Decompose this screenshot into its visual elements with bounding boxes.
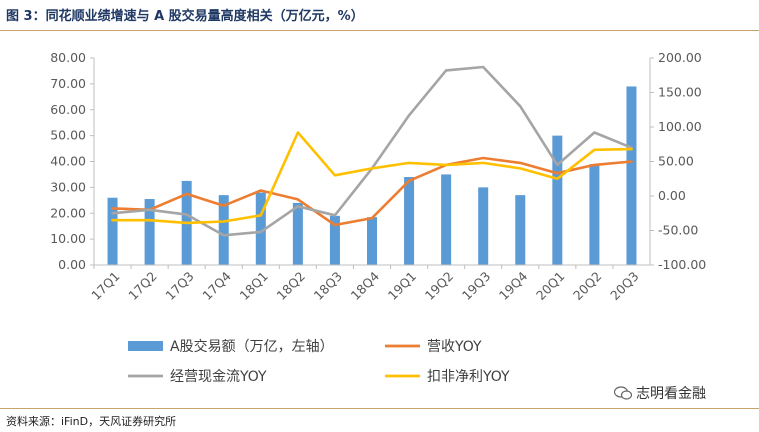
chart-legend: A股交易额（万亿，左轴） 营收YOY 经营现金流YOY 扣非净利YOY <box>128 338 510 385</box>
bar <box>107 197 118 265</box>
watermark-text: 志明看金融 <box>636 386 706 402</box>
legend-label: A股交易额（万亿，左轴） <box>170 338 334 355</box>
x-tick-label: 18Q4 <box>348 268 382 302</box>
bar <box>367 217 377 265</box>
bar <box>292 202 303 265</box>
right-tick-label: 100.00 <box>658 119 702 134</box>
left-tick-label: 70.00 <box>50 76 86 91</box>
left-tick-label: 60.00 <box>50 102 86 117</box>
bar <box>552 135 563 265</box>
left-tick-label: 30.00 <box>50 179 86 194</box>
source-note: 资料来源：iFinD，天风证券研究所 <box>6 415 177 428</box>
series-line <box>111 156 633 227</box>
x-tick-label: 19Q4 <box>496 268 530 302</box>
bar <box>441 174 452 265</box>
footer-divider <box>0 408 759 409</box>
chart-axes: 0.00 10.00 20.00 30.00 40.00 50.00 60.00 70.00 8… <box>50 50 706 272</box>
x-tick-label: 19Q3 <box>459 269 493 303</box>
left-tick-label: 10.00 <box>50 231 86 246</box>
legend-label: 营收YOY <box>427 339 482 355</box>
legend-swatch <box>128 341 163 351</box>
right-tick-label: 150.00 <box>658 85 702 100</box>
right-tick-label: 200.00 <box>658 50 702 65</box>
wechat-icon <box>614 386 632 400</box>
x-tick-label: 17Q1 <box>88 269 122 303</box>
series-line <box>111 131 633 225</box>
left-tick-label: 0.00 <box>58 257 86 272</box>
x-tick-label: 17Q2 <box>125 269 159 303</box>
right-tick-label: 50.00 <box>658 154 694 169</box>
right-tick-label: -100.00 <box>658 257 706 272</box>
legend-label: 扣非净利YOY <box>427 369 510 385</box>
left-tick-label: 80.00 <box>50 50 86 65</box>
x-axis-tick-labels: 17Q1 17Q2 17Q3 17Q4 18Q1 18Q2 18Q3 18Q4 19Q1 19Q2… <box>88 268 641 302</box>
bar <box>478 187 489 265</box>
bar <box>626 86 637 266</box>
x-tick-label: 17Q4 <box>199 268 233 302</box>
chart-title: 图 3：同花顺业绩增速与 A 股交易量高度相关（万亿元，%） <box>6 9 364 24</box>
bar <box>255 192 266 265</box>
bar <box>515 195 526 265</box>
bar <box>144 199 155 265</box>
line-series <box>111 65 633 237</box>
left-tick-label: 40.00 <box>50 154 86 169</box>
title-divider <box>0 30 759 31</box>
x-tick-label: 19Q1 <box>385 269 419 303</box>
left-tick-label: 50.00 <box>50 128 86 143</box>
x-tick-label: 17Q3 <box>162 269 196 303</box>
legend-label: 经营现金流YOY <box>170 369 267 385</box>
x-tick-label: 19Q2 <box>422 269 456 303</box>
x-tick-label: 18Q3 <box>311 269 345 303</box>
bar-series <box>107 86 637 266</box>
bar <box>589 164 600 265</box>
watermark: 志明看金融 <box>614 383 706 403</box>
bar <box>329 215 340 265</box>
right-tick-label: -50.00 <box>658 223 698 238</box>
right-tick-label: 0.00 <box>658 188 686 203</box>
x-tick-label: 20Q2 <box>570 269 604 303</box>
x-tick-label: 18Q2 <box>274 269 308 303</box>
x-tick-label: 20Q3 <box>607 269 641 303</box>
x-tick-label: 18Q1 <box>236 269 270 303</box>
bar <box>218 195 229 265</box>
x-tick-label: 20Q1 <box>533 269 567 303</box>
bar <box>404 177 415 265</box>
left-tick-label: 20.00 <box>50 205 86 220</box>
